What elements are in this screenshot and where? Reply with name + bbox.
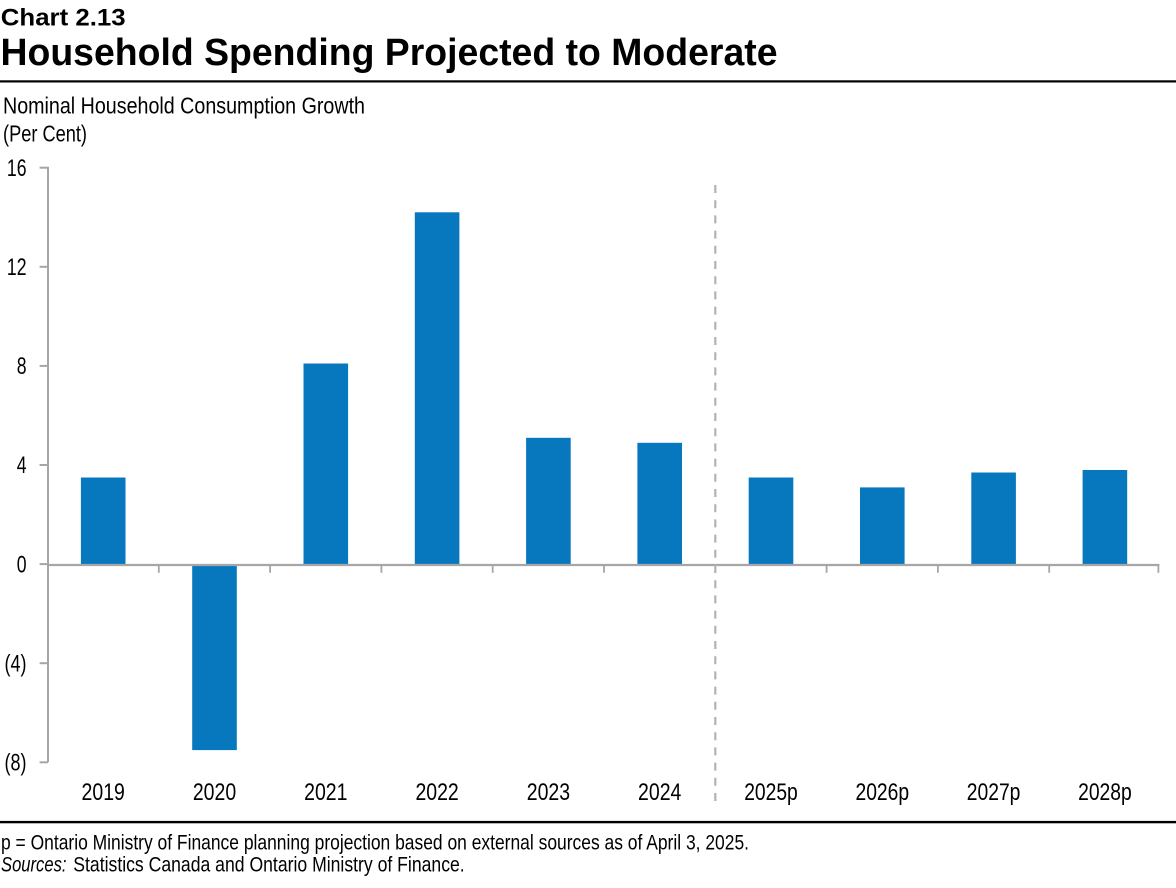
svg-text:2020: 2020: [193, 779, 236, 806]
svg-text:Nominal Household Consumption: Nominal Household Consumption Growth: [3, 92, 365, 118]
svg-text:2022: 2022: [415, 779, 458, 806]
svg-text:2026p: 2026p: [856, 779, 910, 806]
svg-text:0: 0: [17, 551, 27, 578]
svg-text:(8): (8): [5, 750, 27, 777]
svg-text:Household Spending Projected t: Household Spending Projected to Moderate: [1, 32, 778, 74]
svg-text:8: 8: [17, 353, 27, 380]
svg-text:2028p: 2028p: [1078, 779, 1132, 806]
svg-text:p = Ontario Ministry of Financ: p = Ontario Ministry of Finance planning…: [1, 831, 749, 854]
svg-text:16: 16: [7, 155, 27, 182]
svg-text:4: 4: [17, 452, 27, 479]
svg-text:12: 12: [7, 254, 27, 281]
svg-text:(4): (4): [5, 650, 27, 677]
svg-text:2025p: 2025p: [744, 779, 798, 806]
svg-text:(Per Cent): (Per Cent): [3, 120, 87, 146]
svg-text:2021: 2021: [304, 779, 347, 806]
svg-text:2023: 2023: [527, 779, 570, 806]
svg-text:2024: 2024: [638, 779, 681, 806]
svg-text:2027p: 2027p: [967, 779, 1021, 806]
svg-text:2019: 2019: [82, 779, 125, 806]
svg-text:Sources:Statistics Canada and: Sources: Statistics Canada and Ontario Mi…: [1, 854, 465, 877]
svg-text:Chart 2.13: Chart 2.13: [1, 4, 126, 31]
